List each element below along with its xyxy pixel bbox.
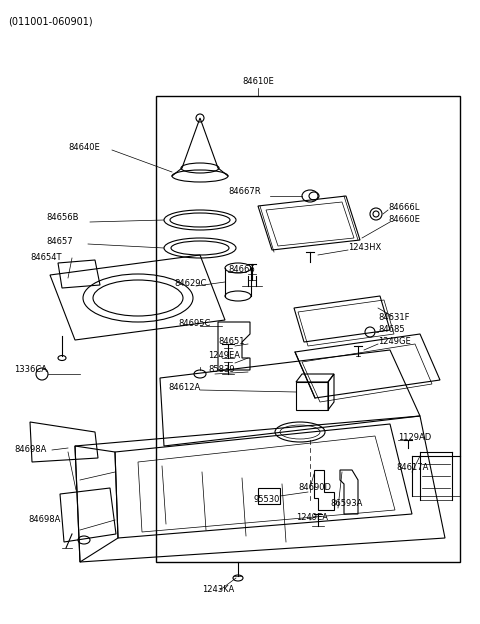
Text: 85839: 85839 <box>208 366 235 374</box>
Text: 86593A: 86593A <box>330 499 362 509</box>
Text: 84698A: 84698A <box>14 446 47 454</box>
Text: 1249EA: 1249EA <box>296 514 328 522</box>
Text: 84610E: 84610E <box>242 77 274 87</box>
Text: 84666L: 84666L <box>388 203 420 213</box>
Text: 1243HX: 1243HX <box>348 243 381 253</box>
Text: 84617A: 84617A <box>396 464 428 472</box>
Text: 84654T: 84654T <box>30 253 61 263</box>
Text: (011001-060901): (011001-060901) <box>8 16 93 26</box>
Text: 84651: 84651 <box>218 338 244 346</box>
Text: 84685: 84685 <box>378 326 405 334</box>
Text: 84690D: 84690D <box>298 484 331 492</box>
Text: 84666: 84666 <box>228 265 255 275</box>
Text: 1249GE: 1249GE <box>378 338 411 346</box>
Text: 84695C: 84695C <box>178 319 210 328</box>
Text: 84660E: 84660E <box>388 215 420 225</box>
Text: 1243KA: 1243KA <box>202 585 234 595</box>
Text: 1129AD: 1129AD <box>398 434 431 442</box>
Text: 84612A: 84612A <box>168 384 200 392</box>
Text: 95530: 95530 <box>254 495 280 504</box>
Text: 84656B: 84656B <box>46 213 79 223</box>
Bar <box>156 96 460 562</box>
Text: 84640E: 84640E <box>68 144 100 152</box>
Text: 84629C: 84629C <box>174 280 206 288</box>
Text: 1249EA: 1249EA <box>208 351 240 361</box>
Text: 84698A: 84698A <box>28 515 60 525</box>
Text: 84657: 84657 <box>46 238 72 246</box>
Text: 1336CA: 1336CA <box>14 366 47 374</box>
Text: 84631F: 84631F <box>378 313 409 323</box>
Text: 84667R: 84667R <box>228 187 261 197</box>
